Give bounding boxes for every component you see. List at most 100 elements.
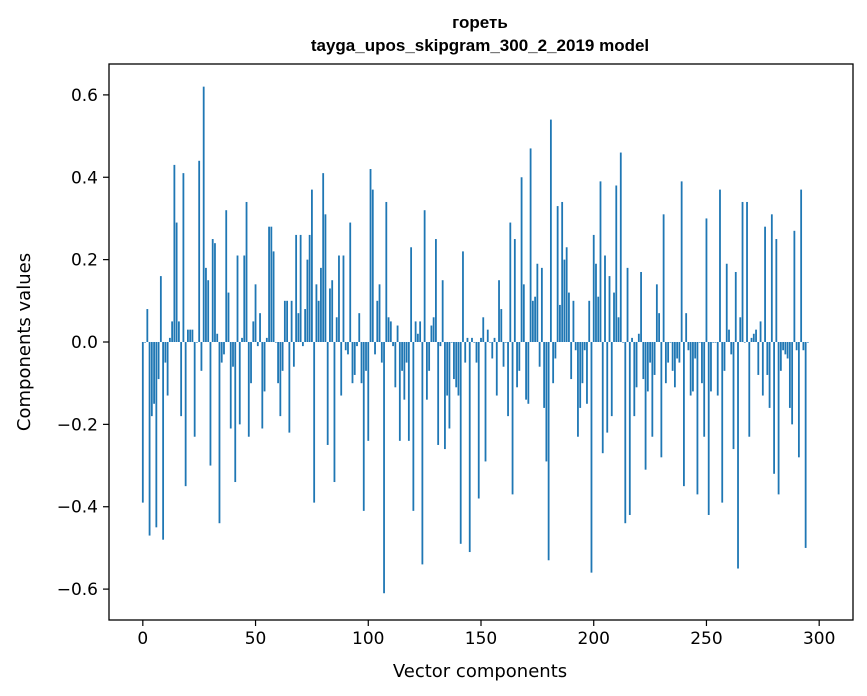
bar bbox=[385, 201, 388, 342]
bar bbox=[419, 321, 422, 342]
bar bbox=[486, 329, 489, 342]
bar bbox=[590, 342, 593, 573]
bar bbox=[703, 342, 706, 437]
bar bbox=[387, 317, 390, 342]
bar bbox=[407, 342, 410, 441]
x-tick-label: 300 bbox=[803, 629, 835, 649]
bar bbox=[511, 342, 514, 495]
bar bbox=[205, 267, 207, 342]
bar bbox=[177, 321, 180, 342]
bar bbox=[788, 342, 791, 408]
bar bbox=[592, 234, 595, 342]
bar bbox=[683, 342, 685, 487]
bar bbox=[475, 342, 478, 363]
y-axis-ticks: −0.6 −0.4 −0.2 0.0 0.2 0.4 0.6 bbox=[57, 86, 109, 600]
bar bbox=[459, 342, 462, 544]
bar bbox=[719, 189, 721, 342]
bar bbox=[707, 342, 710, 515]
bar bbox=[401, 342, 403, 371]
bar bbox=[457, 342, 460, 396]
bar bbox=[559, 304, 561, 342]
bar bbox=[326, 342, 329, 445]
bar bbox=[527, 342, 530, 404]
bar bbox=[358, 313, 361, 342]
bar bbox=[184, 342, 187, 487]
bar bbox=[274, 342, 277, 343]
x-tick-label: 0 bbox=[137, 629, 148, 649]
bar bbox=[545, 342, 548, 462]
bar bbox=[642, 342, 645, 380]
bar bbox=[520, 177, 523, 342]
bar bbox=[563, 259, 566, 342]
bar bbox=[748, 342, 751, 437]
bar bbox=[531, 300, 534, 342]
bar bbox=[173, 164, 176, 342]
bar bbox=[725, 263, 728, 342]
bar bbox=[500, 309, 503, 342]
bar bbox=[710, 342, 712, 392]
bar bbox=[360, 342, 363, 384]
bar bbox=[281, 342, 284, 371]
bar bbox=[667, 342, 670, 363]
bar bbox=[773, 342, 775, 474]
bar bbox=[692, 342, 694, 392]
bar bbox=[216, 333, 219, 342]
bar bbox=[807, 342, 809, 343]
bar bbox=[802, 342, 805, 351]
bar bbox=[277, 342, 279, 384]
bar bbox=[489, 342, 491, 343]
bar bbox=[193, 342, 196, 437]
bar bbox=[716, 342, 719, 396]
bar bbox=[556, 206, 559, 342]
bar bbox=[153, 342, 155, 404]
bar bbox=[232, 342, 234, 367]
bar bbox=[405, 342, 408, 363]
bar bbox=[365, 342, 367, 371]
bar bbox=[301, 342, 304, 347]
bar bbox=[263, 342, 266, 392]
bar bbox=[504, 342, 507, 343]
bar bbox=[655, 284, 658, 342]
bar bbox=[482, 317, 485, 342]
bar bbox=[606, 342, 609, 433]
bar bbox=[660, 342, 663, 458]
bar bbox=[234, 342, 237, 483]
bar bbox=[728, 329, 730, 342]
bar bbox=[671, 342, 674, 371]
bar bbox=[317, 300, 320, 342]
bar bbox=[150, 342, 153, 417]
bar bbox=[441, 280, 444, 342]
bar bbox=[290, 300, 293, 342]
bar bbox=[453, 342, 455, 380]
bar bbox=[694, 342, 697, 359]
bar bbox=[340, 342, 343, 396]
y-axis-label: Components values bbox=[14, 253, 35, 431]
bar bbox=[437, 342, 440, 445]
bar bbox=[471, 337, 473, 342]
bar bbox=[171, 321, 174, 342]
bar bbox=[782, 342, 785, 351]
bar bbox=[191, 329, 194, 342]
bar bbox=[513, 239, 516, 342]
bar bbox=[252, 321, 255, 342]
y-tick-label: 0.0 bbox=[71, 333, 98, 353]
bar bbox=[148, 342, 151, 536]
bar bbox=[444, 342, 446, 450]
bar bbox=[804, 342, 807, 548]
bar bbox=[297, 313, 300, 342]
bar bbox=[574, 342, 577, 351]
bar bbox=[383, 342, 385, 594]
bar bbox=[320, 267, 322, 342]
bar bbox=[254, 284, 257, 342]
bar bbox=[775, 239, 778, 342]
bar bbox=[635, 342, 638, 388]
bar bbox=[649, 342, 651, 363]
bar bbox=[777, 342, 780, 495]
bar bbox=[610, 342, 613, 417]
bar bbox=[473, 342, 476, 343]
bar bbox=[455, 342, 458, 388]
bar bbox=[631, 337, 633, 342]
bar bbox=[396, 325, 399, 342]
bar bbox=[155, 342, 158, 528]
